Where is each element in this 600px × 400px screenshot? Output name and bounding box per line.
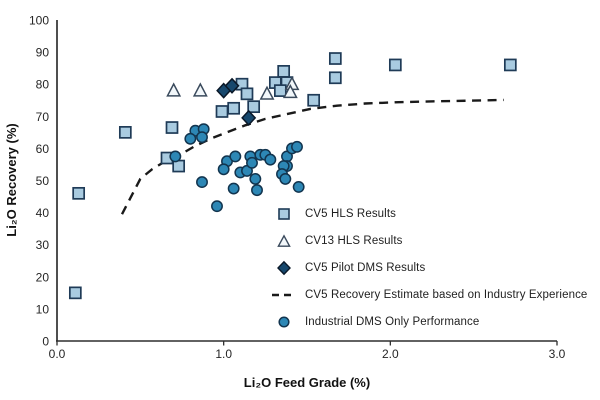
y-tick-label: 0	[42, 335, 49, 349]
data-point	[68, 286, 82, 300]
y-tick-label: 40	[36, 206, 50, 220]
series-square	[68, 52, 517, 300]
data-point	[72, 186, 86, 200]
data-point	[328, 71, 342, 85]
y-axis-title: Li₂O Recovery (%)	[4, 123, 19, 236]
legend-item-cv5-pilot-dms: CV5 Pilot DMS Results	[272, 254, 582, 281]
x-tick-label: 2.0	[382, 347, 399, 361]
legend: CV5 HLS Results CV13 HLS Results CV5 Pil…	[272, 200, 587, 335]
data-point	[328, 52, 342, 65]
y-axis-tick-labels: 0 10 20 30 40 50 60 70 80 90 100	[29, 14, 49, 349]
data-point	[247, 100, 261, 114]
data-point	[249, 172, 262, 185]
legend-item-cv5-recovery-estimate: CV5 Recovery Estimate based on Industry …	[272, 281, 587, 308]
x-tick-label: 1.0	[215, 347, 232, 361]
data-point	[503, 58, 517, 72]
legend-label: CV5 Pilot DMS Results	[305, 261, 426, 274]
data-point	[166, 82, 182, 97]
legend-label: CV5 HLS Results	[305, 207, 396, 220]
data-point	[291, 140, 303, 153]
data-point	[229, 150, 242, 163]
data-point	[388, 58, 402, 72]
circle-marker-icon	[272, 314, 296, 330]
recovery-estimate-curve	[120, 98, 504, 215]
x-tick-label: 0.0	[49, 347, 66, 361]
series-triangle	[166, 75, 300, 100]
data-point	[241, 109, 257, 127]
data-point	[165, 121, 179, 134]
data-point	[224, 77, 240, 94]
data-point	[279, 172, 292, 185]
data-point	[211, 200, 223, 213]
data-points-layer	[68, 52, 517, 300]
legend-item-cv13-hls: CV13 HLS Results	[272, 227, 582, 254]
x-axis-tick-labels: 0.0 1.0 2.0 3.0	[49, 347, 566, 361]
data-point	[192, 82, 208, 97]
legend-label: CV5 Recovery Estimate based on Industry …	[305, 288, 588, 301]
data-point	[259, 85, 275, 100]
series-dashed-line	[120, 98, 504, 215]
data-point	[169, 150, 182, 163]
data-point	[196, 176, 208, 189]
data-point	[292, 180, 305, 193]
data-point	[215, 105, 229, 118]
triangle-marker-icon	[272, 233, 296, 249]
y-tick-label: 30	[36, 238, 50, 252]
data-point	[118, 125, 132, 139]
legend-label: CV13 HLS Results	[305, 234, 403, 247]
data-point	[264, 153, 277, 166]
y-tick-label: 80	[36, 78, 50, 92]
dashed-line-icon	[272, 287, 296, 303]
data-point	[246, 156, 258, 169]
y-tick-label: 60	[36, 142, 50, 156]
x-axis-tick-marks	[56, 341, 558, 346]
data-point	[196, 131, 208, 144]
diamond-marker-icon	[272, 260, 296, 276]
x-tick-label: 3.0	[549, 347, 566, 361]
y-tick-label: 50	[36, 174, 50, 188]
legend-label: Industrial DMS Only Performance	[305, 315, 480, 328]
data-point	[227, 182, 240, 195]
data-point	[273, 84, 287, 97]
x-axis-title: Li₂O Feed Grade (%)	[244, 375, 370, 390]
data-point	[277, 65, 291, 78]
data-point	[240, 87, 254, 101]
series-circle	[169, 123, 305, 213]
data-point	[184, 132, 197, 145]
data-point	[217, 163, 230, 176]
data-point	[282, 84, 298, 99]
data-point	[251, 184, 263, 197]
y-tick-label: 90	[36, 46, 50, 60]
data-point	[227, 101, 241, 115]
legend-item-industrial-dms: Industrial DMS Only Performance	[272, 308, 582, 335]
y-tick-label: 20	[36, 270, 50, 284]
square-marker-icon	[272, 206, 296, 222]
series-diamond	[216, 77, 257, 127]
y-tick-label: 70	[36, 110, 50, 124]
data-point	[307, 93, 321, 107]
legend-item-cv5-hls: CV5 HLS Results	[272, 200, 582, 227]
y-tick-label: 100	[29, 14, 49, 28]
y-tick-label: 10	[36, 302, 50, 316]
